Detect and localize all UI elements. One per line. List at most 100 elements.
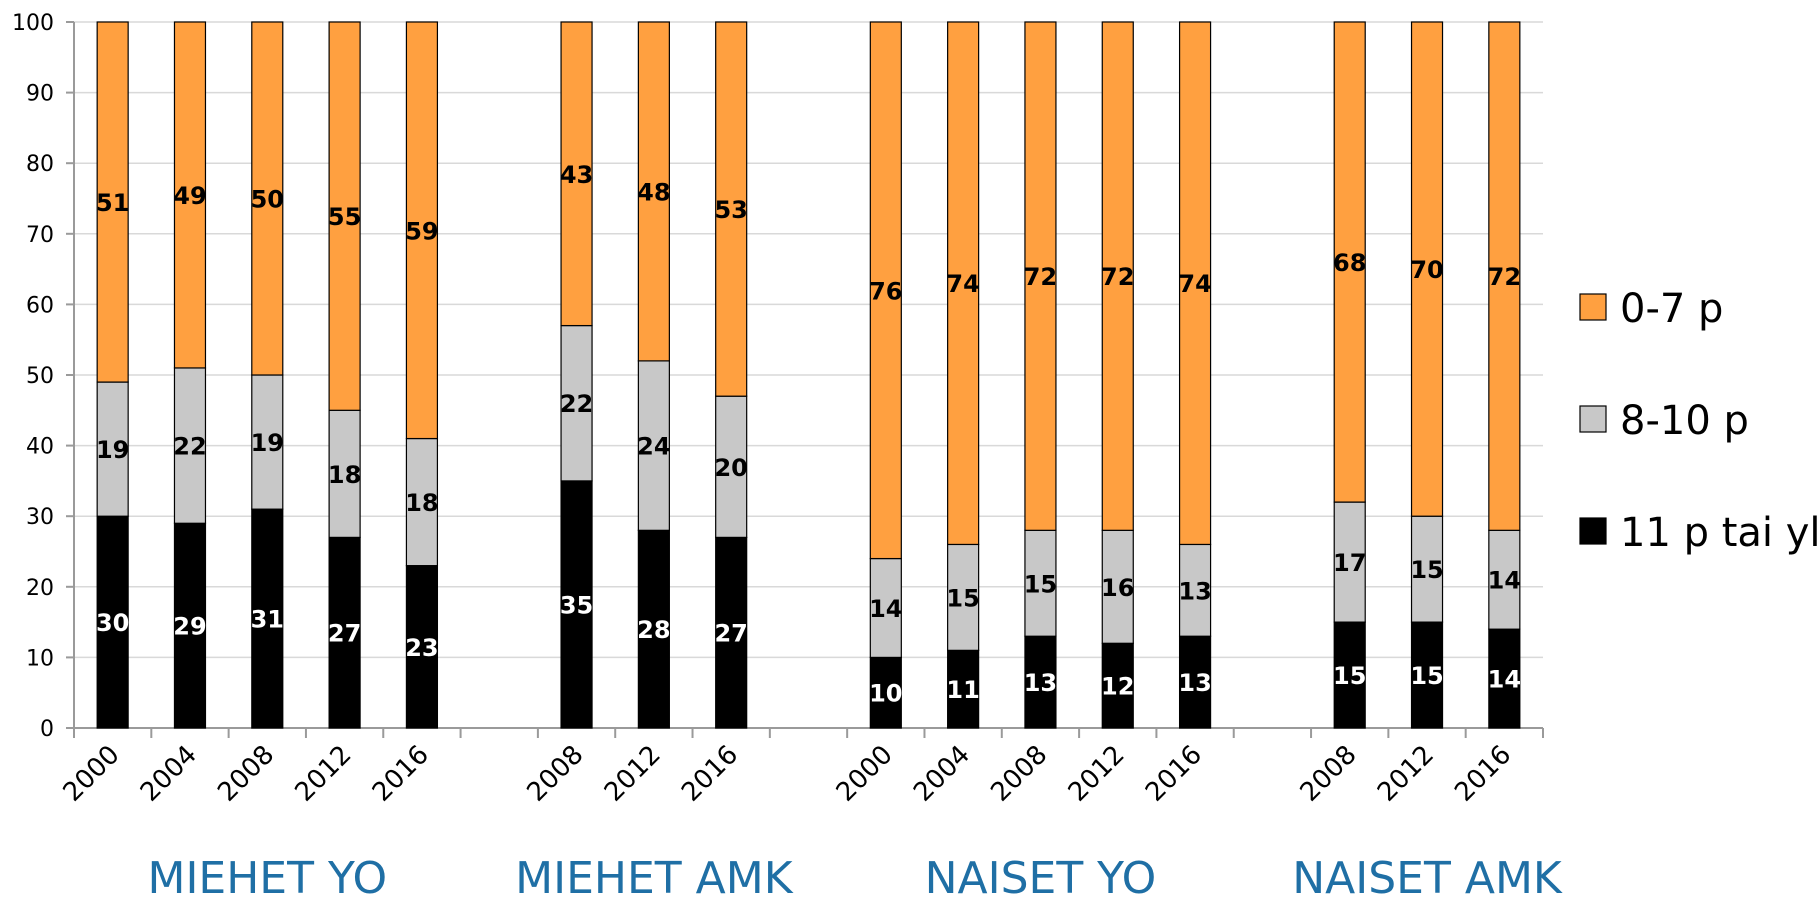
data-label: 15 [946,584,979,612]
bar-segment [1410,621,1444,729]
data-label: 70 [1410,256,1443,284]
legend-swatch [1579,293,1607,321]
y-tick-label: 20 [26,576,54,601]
data-label: 50 [251,186,284,214]
bar-segment [1410,21,1444,517]
legend-label: 0-7 p [1620,286,1723,332]
data-label: 13 [1178,669,1211,697]
data-label: 74 [1178,270,1211,298]
bar-segment [1488,529,1521,630]
bar-segment [1488,628,1521,729]
bar-segment [637,21,670,362]
bar-segment [1178,635,1212,729]
x-tick-label: 2000 [831,740,899,808]
data-label: 74 [946,270,979,298]
data-label: 29 [173,613,206,641]
x-tick-label: 2000 [58,740,126,808]
y-tick-label: 30 [26,505,54,530]
legend-swatch [1579,517,1607,545]
data-label: 35 [560,591,593,619]
x-tick-label: 2008 [985,740,1053,808]
bar-segment [405,21,439,440]
y-tick-label: 50 [26,364,54,389]
bar-segment [1410,515,1444,623]
x-tick-label: 2016 [676,740,744,808]
bar-segment [869,656,902,729]
data-label: 51 [96,189,129,217]
bar-segment [869,21,902,560]
x-tick-label: 2004 [135,740,203,808]
data-label: 53 [714,196,747,224]
data-label: 17 [1333,549,1366,577]
y-tick-label: 10 [26,646,54,671]
data-label: 13 [1024,669,1057,697]
bar-segment [251,508,284,729]
data-label: 11 [946,676,979,704]
data-label: 23 [405,634,438,662]
group-label: NAISET YO [925,853,1157,904]
data-label: 24 [637,433,670,461]
bar-segment [1024,21,1057,531]
bar-segment [560,21,593,327]
bar-segment [1333,501,1366,623]
data-label: 55 [328,203,361,231]
data-label: 19 [96,436,129,464]
data-label: 18 [328,461,361,489]
x-tick-label: 2016 [367,740,435,808]
group-label: NAISET AMK [1292,853,1563,904]
bar-segment [947,21,980,546]
x-tick-label: 2012 [599,740,667,808]
data-label: 12 [1101,673,1134,701]
data-label: 19 [251,429,284,457]
bar-segment [1178,543,1212,637]
data-label: 14 [1488,666,1521,694]
bar-segment [328,536,361,729]
bar-segment [1024,635,1057,729]
bar-segment [715,21,748,397]
x-tick-label: 2016 [1449,740,1517,808]
data-label: 22 [560,390,593,418]
bar-segment [947,649,980,729]
x-tick-label: 2012 [1372,740,1440,808]
data-label: 59 [405,217,438,245]
data-label: 72 [1101,263,1134,291]
bar-segment [637,529,670,729]
y-tick-label: 80 [26,152,54,177]
y-tick-label: 90 [26,82,54,107]
y-tick-label: 0 [40,717,54,742]
data-label: 15 [1024,570,1057,598]
data-label: 76 [869,277,902,305]
bar-segment [1488,21,1521,531]
bar-segment [328,409,361,538]
data-label: 15 [1410,556,1443,584]
x-tick-label: 2012 [290,740,358,808]
group-label: MIEHET YO [147,853,387,904]
bar-segment [173,522,207,729]
data-label: 14 [869,595,902,623]
bar-segment [96,381,129,517]
data-label: 31 [251,606,284,634]
y-tick-label: 60 [26,293,54,318]
bar-segment [560,480,593,729]
x-tick-label: 2008 [212,740,280,808]
bar-segment [869,557,902,658]
x-tick-label: 2012 [1063,740,1131,808]
data-label: 43 [560,161,593,189]
data-label: 10 [869,680,902,708]
bar-segment [173,21,207,369]
data-label: 68 [1333,249,1366,277]
x-tick-label: 2016 [1140,740,1208,808]
data-label: 15 [1410,662,1443,690]
data-label: 22 [173,433,206,461]
bar-segment [1024,529,1057,637]
legend-label: 11 p tai yli [1620,510,1820,556]
data-label: 30 [96,609,129,637]
bar-segment [1101,21,1134,531]
data-label: 49 [173,182,206,210]
bar-segment [251,374,284,510]
group-label: MIEHET AMK [515,853,794,904]
bar-segment [1333,21,1366,503]
bar-segment [251,21,284,376]
